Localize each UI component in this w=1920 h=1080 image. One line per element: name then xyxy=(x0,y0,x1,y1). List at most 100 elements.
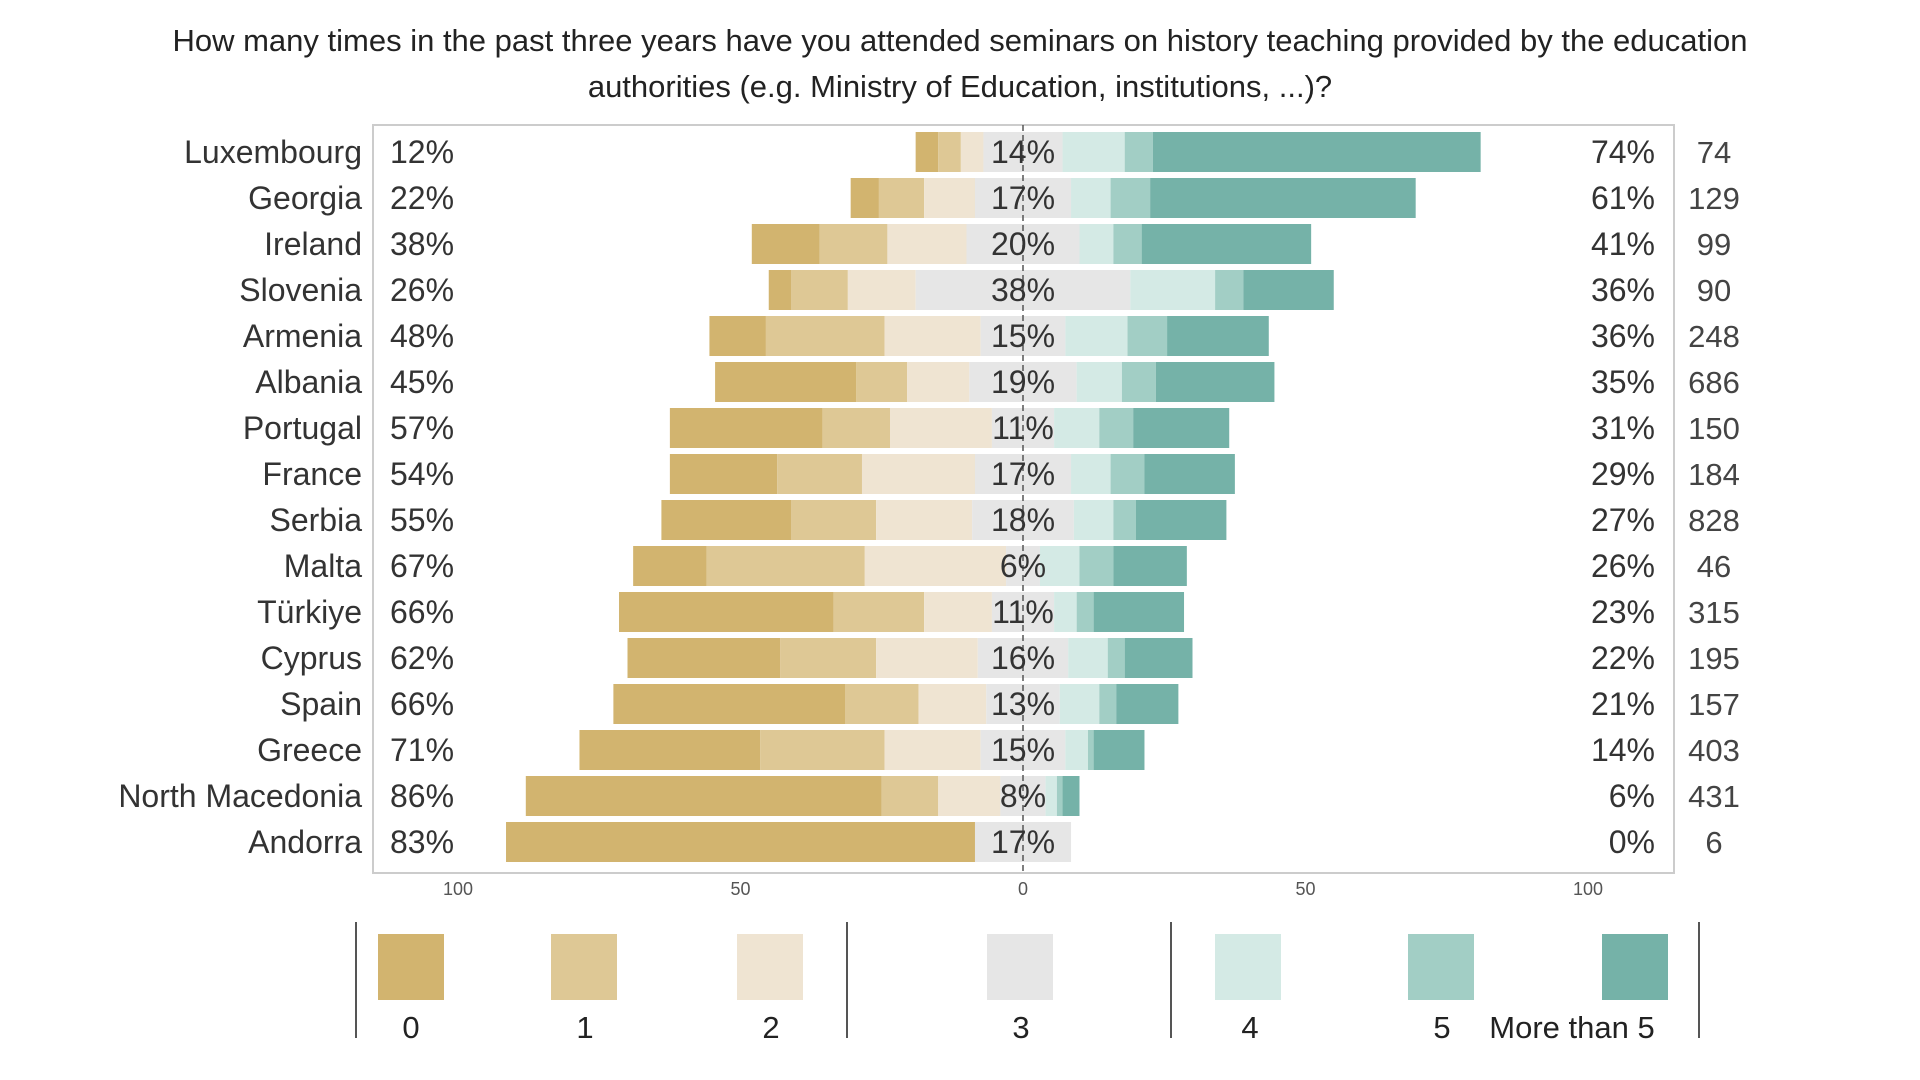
legend-swatch-5 xyxy=(1408,934,1474,1000)
legend-label-3: 3 xyxy=(1012,1010,1029,1045)
bar-luxembourg-5 xyxy=(1124,132,1153,172)
bar-slovenia-more-than-5 xyxy=(1243,270,1334,310)
legend-swatch-4 xyxy=(1215,934,1281,1000)
n-label: 195 xyxy=(1688,641,1740,676)
legend-label-2: 2 xyxy=(762,1010,779,1045)
bar-georgia-1 xyxy=(878,178,925,218)
left-pct-label: 66% xyxy=(390,686,454,722)
bar-albania-0 xyxy=(715,362,857,402)
bar-armenia-4 xyxy=(1065,316,1128,356)
left-pct-label: 12% xyxy=(390,134,454,170)
bar-malta-0 xyxy=(633,546,707,586)
bar-ireland-1 xyxy=(819,224,888,264)
legend-swatch-3 xyxy=(987,934,1053,1000)
bar-ireland-5 xyxy=(1113,224,1142,264)
left-pct-label: 38% xyxy=(390,226,454,262)
bar-t-rkiye-1 xyxy=(833,592,925,632)
left-pct-label: 83% xyxy=(390,824,454,860)
right-pct-label: 14% xyxy=(1591,732,1655,768)
legend-swatch-0 xyxy=(378,934,444,1000)
left-pct-label: 48% xyxy=(390,318,454,354)
country-label: Malta xyxy=(284,548,362,584)
bar-portugal-4 xyxy=(1054,408,1100,448)
bar-cyprus-0 xyxy=(627,638,781,678)
bar-armenia-0 xyxy=(709,316,766,356)
bar-malta-4 xyxy=(1039,546,1080,586)
n-label: 74 xyxy=(1697,135,1731,170)
neutral-pct-label: 15% xyxy=(991,732,1055,768)
left-pct-label: 55% xyxy=(390,502,454,538)
bar-albania-2 xyxy=(907,362,970,402)
n-label: 99 xyxy=(1697,227,1731,262)
bar-greece-4 xyxy=(1065,730,1088,770)
bar-andorra-0 xyxy=(506,822,975,862)
country-label: Türkiye xyxy=(257,594,362,630)
bar-france-1 xyxy=(777,454,862,494)
legend-swatch-more-than-5 xyxy=(1602,934,1668,1000)
left-pct-label: 71% xyxy=(390,732,454,768)
country-label: Luxembourg xyxy=(184,134,362,170)
bar-greece-0 xyxy=(579,730,761,770)
neutral-pct-label: 13% xyxy=(991,686,1055,722)
country-label: Greece xyxy=(257,732,362,768)
neutral-pct-label: 6% xyxy=(1000,548,1046,584)
bar-armenia-5 xyxy=(1127,316,1168,356)
right-pct-label: 35% xyxy=(1591,364,1655,400)
left-pct-label: 62% xyxy=(390,640,454,676)
bar-albania-5 xyxy=(1121,362,1156,402)
neutral-pct-label: 14% xyxy=(991,134,1055,170)
n-label: 686 xyxy=(1688,365,1740,400)
right-pct-label: 29% xyxy=(1591,456,1655,492)
left-pct-label: 26% xyxy=(390,272,454,308)
bar-portugal-2 xyxy=(890,408,992,448)
bar-albania-more-than-5 xyxy=(1155,362,1275,402)
bar-greece-1 xyxy=(760,730,885,770)
bar-cyprus-more-than-5 xyxy=(1124,638,1193,678)
legend-swatch-1 xyxy=(551,934,617,1000)
bar-cyprus-1 xyxy=(780,638,877,678)
bar-malta-2 xyxy=(864,546,1007,586)
bar-t-rkiye-2 xyxy=(924,592,992,632)
bar-north-macedonia-2 xyxy=(938,776,1001,816)
legend-label-more-than-5: More than 5 xyxy=(1489,1010,1654,1045)
country-label: Ireland xyxy=(264,226,362,262)
n-label: 828 xyxy=(1688,503,1740,538)
bar-ireland-4 xyxy=(1079,224,1114,264)
bar-slovenia-1 xyxy=(791,270,848,310)
bar-spain-more-than-5 xyxy=(1116,684,1179,724)
country-label: Portugal xyxy=(243,410,362,446)
right-pct-label: 0% xyxy=(1609,824,1655,860)
left-pct-label: 57% xyxy=(390,410,454,446)
left-pct-label: 54% xyxy=(390,456,454,492)
legend-label-5: 5 xyxy=(1433,1010,1450,1045)
bar-north-macedonia-0 xyxy=(525,776,882,816)
labels-layer: Luxembourg 12% 14% 74% 74 Georgia 22% 17% 61% 129… xyxy=(118,134,1740,860)
neutral-pct-label: 11% xyxy=(992,594,1054,630)
n-label: 129 xyxy=(1688,181,1740,216)
bar-portugal-5 xyxy=(1099,408,1134,448)
right-pct-label: 36% xyxy=(1591,318,1655,354)
n-label: 184 xyxy=(1688,457,1740,492)
legend-swatch-2 xyxy=(737,934,803,1000)
bar-spain-0 xyxy=(613,684,846,724)
bar-serbia-1 xyxy=(791,500,877,540)
n-label: 403 xyxy=(1688,733,1740,768)
bar-cyprus-2 xyxy=(876,638,978,678)
bar-portugal-0 xyxy=(669,408,823,448)
bar-serbia-0 xyxy=(661,500,792,540)
neutral-pct-label: 8% xyxy=(1000,778,1046,814)
right-pct-label: 41% xyxy=(1591,226,1655,262)
right-pct-label: 21% xyxy=(1591,686,1655,722)
bar-t-rkiye-0 xyxy=(619,592,834,632)
bar-malta-5 xyxy=(1079,546,1114,586)
bar-north-macedonia-4 xyxy=(1045,776,1057,816)
bar-albania-4 xyxy=(1076,362,1122,402)
legend: 0 1 2 3 4 5 More than 5 xyxy=(355,922,1700,1045)
n-label: 248 xyxy=(1688,319,1740,354)
right-pct-label: 31% xyxy=(1591,410,1655,446)
bar-luxembourg-4 xyxy=(1062,132,1125,172)
x-tick-label: 0 xyxy=(1018,879,1028,899)
bar-georgia-0 xyxy=(850,178,879,218)
bar-malta-more-than-5 xyxy=(1113,546,1187,586)
n-label: 315 xyxy=(1688,595,1740,630)
